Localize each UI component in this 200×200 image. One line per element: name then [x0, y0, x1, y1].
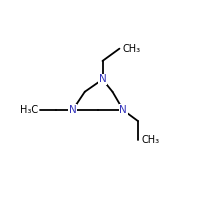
Text: CH₃: CH₃ — [141, 135, 159, 145]
Text: N: N — [69, 105, 76, 115]
Text: CH₃: CH₃ — [123, 44, 141, 54]
Text: N: N — [119, 105, 127, 115]
Text: H₃C: H₃C — [20, 105, 39, 115]
Text: N: N — [99, 74, 106, 84]
